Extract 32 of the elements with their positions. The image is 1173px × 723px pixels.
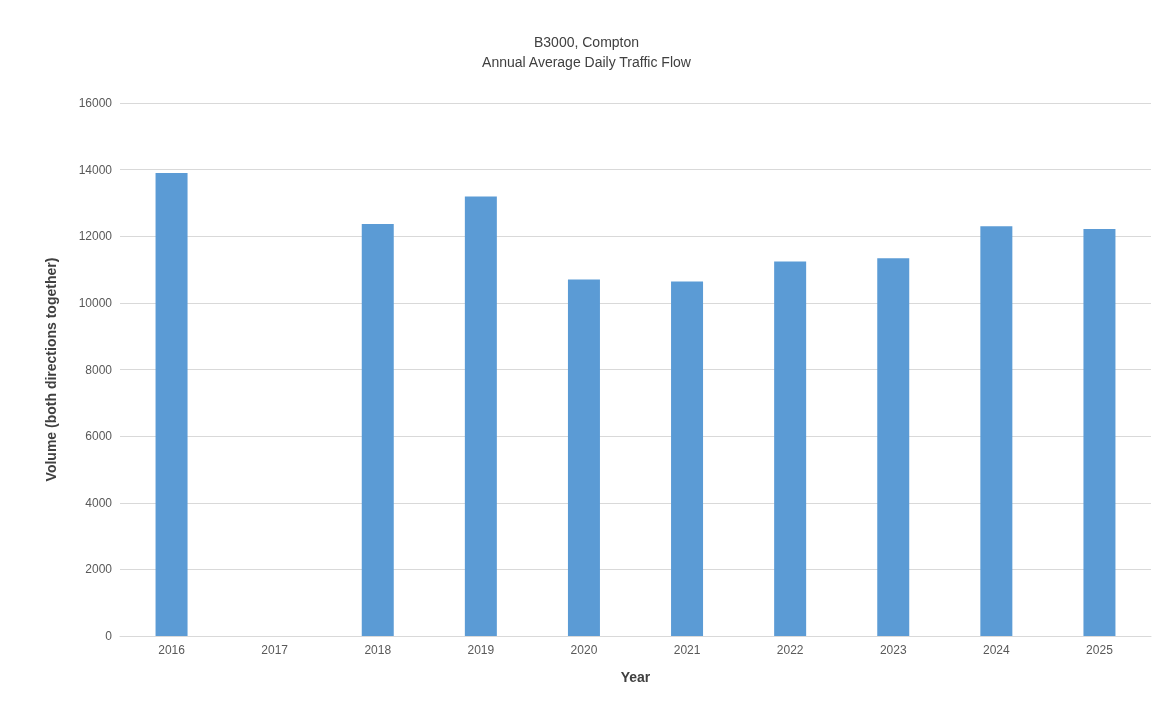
x-tick-label: 2016 — [158, 643, 186, 657]
y-axis-title: Volume (both directions together) — [43, 257, 59, 482]
bar — [774, 261, 807, 636]
bar — [671, 281, 704, 636]
x-tick-label: 2021 — [673, 643, 701, 657]
y-tick-label: 4000 — [85, 495, 113, 510]
x-tick-label: 2025 — [1086, 643, 1114, 657]
bar — [1083, 228, 1116, 636]
x-tick-label: 2017 — [261, 643, 289, 657]
y-tick-label: 0 — [105, 629, 113, 643]
y-tick-label: 14000 — [78, 162, 113, 177]
y-tick-label: 10000 — [78, 295, 113, 310]
bar — [361, 223, 394, 636]
chart-subtitle: Annual Average Daily Traffic Flow — [482, 54, 692, 70]
chart-title: B3000, Compton — [533, 34, 640, 50]
y-tick-label: 8000 — [85, 362, 113, 377]
bar — [155, 172, 188, 636]
x-tick-label: 2018 — [364, 643, 392, 657]
y-tick-label: 2000 — [85, 562, 113, 577]
x-tick-label: 2022 — [776, 643, 804, 657]
bar — [464, 196, 497, 636]
bar — [980, 226, 1013, 636]
x-tick-label: 2024 — [983, 643, 1011, 657]
y-tick-label: 6000 — [85, 429, 113, 444]
x-tick-label: 2019 — [467, 643, 495, 657]
y-tick-label: 12000 — [78, 229, 113, 244]
x-tick-label: 2020 — [570, 643, 598, 657]
x-axis-title: Year — [620, 669, 651, 685]
y-tick-label: 16000 — [78, 96, 113, 110]
bar — [877, 258, 910, 636]
x-tick-label: 2023 — [879, 643, 907, 657]
bar — [567, 279, 600, 636]
